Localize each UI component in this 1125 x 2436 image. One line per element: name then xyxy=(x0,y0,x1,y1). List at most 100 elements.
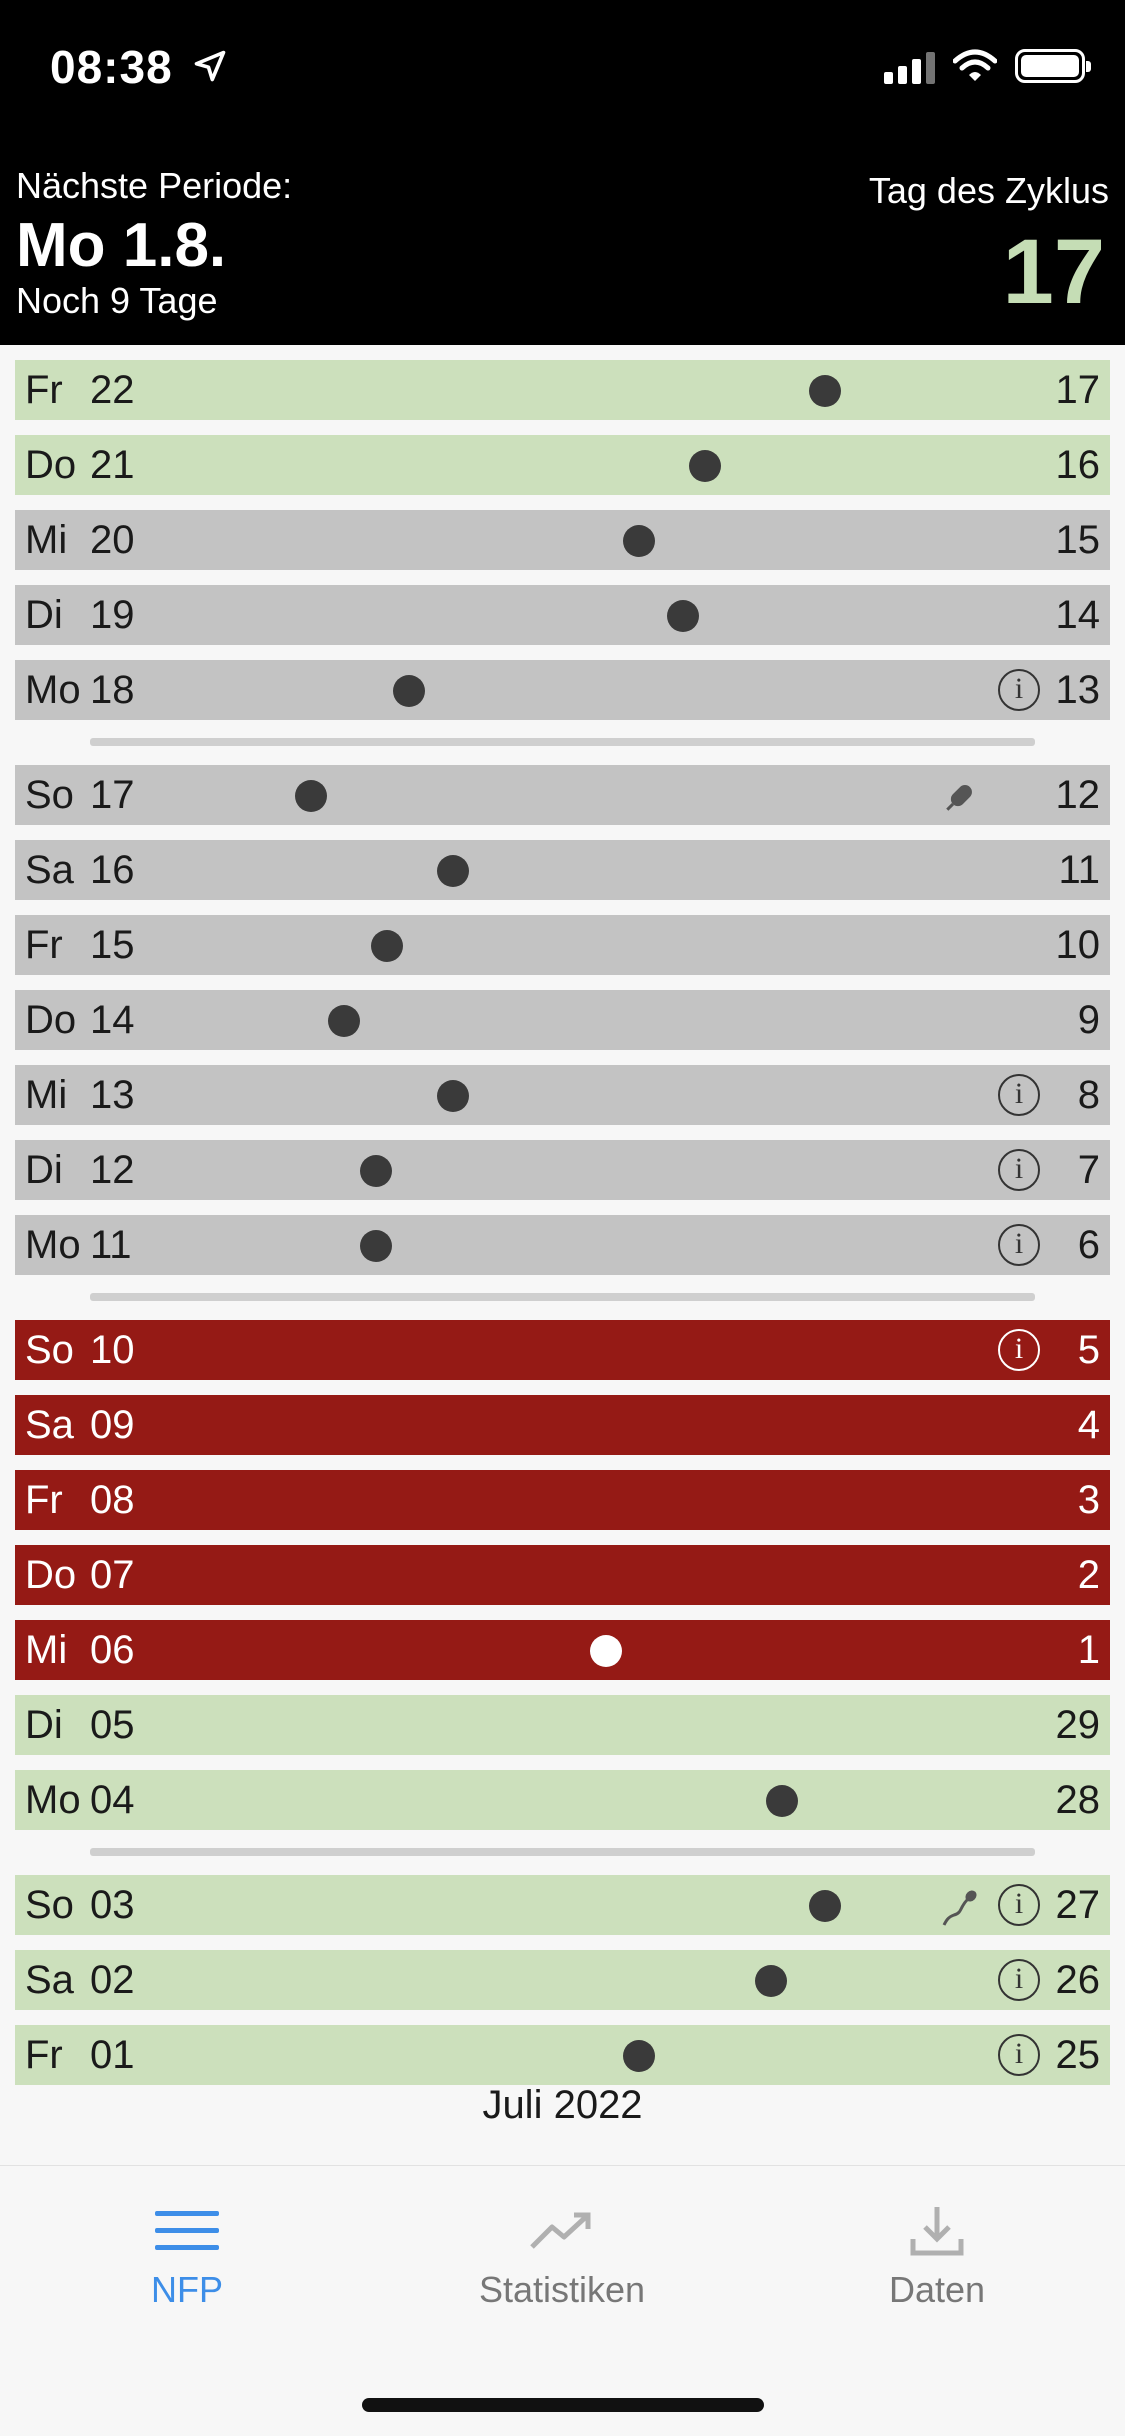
date-label: 16 xyxy=(90,848,135,892)
day-row[interactable]: So 03 i 27 xyxy=(15,1875,1110,1935)
temperature-dot xyxy=(437,1080,469,1112)
weekday-label: Di xyxy=(25,1703,63,1747)
day-row[interactable]: So 17 12 xyxy=(15,765,1110,825)
day-row[interactable]: So 10 i 5 xyxy=(15,1320,1110,1380)
day-row[interactable]: Do 21 16 xyxy=(15,435,1110,495)
date-label: 01 xyxy=(90,2033,135,2077)
day-row[interactable]: Mi 13 i 8 xyxy=(15,1065,1110,1125)
day-row[interactable]: Mo 18 i 13 xyxy=(15,660,1110,720)
date-label: 14 xyxy=(90,998,135,1042)
day-row[interactable]: Di 05 29 xyxy=(15,1695,1110,1755)
weekday-label: Di xyxy=(25,1148,63,1192)
weekday-label: Do xyxy=(25,1553,77,1597)
info-icon[interactable]: i xyxy=(998,1959,1040,2001)
tab-statistiken[interactable]: Statistiken xyxy=(422,2201,702,2311)
cycle-day-number: 29 xyxy=(1055,1703,1101,1747)
temperature-dot xyxy=(623,525,656,557)
info-icon[interactable]: i xyxy=(998,1149,1040,1191)
day-row[interactable]: Mo 11 i 6 xyxy=(15,1215,1110,1275)
weekday-label: Fr xyxy=(25,368,63,412)
day-row[interactable]: Sa 09 4 xyxy=(15,1395,1110,1455)
temperature-dot xyxy=(360,1230,393,1262)
download-icon xyxy=(910,2207,964,2256)
weekday-label: So xyxy=(25,1328,74,1372)
wifi-icon xyxy=(953,49,997,81)
day-row[interactable]: Di 19 14 xyxy=(15,585,1110,645)
day-row[interactable]: Fr 08 3 xyxy=(15,1470,1110,1530)
cycle-day-label: Tag des Zyklus xyxy=(868,170,1109,211)
temperature-dot xyxy=(623,2040,656,2072)
info-icon[interactable]: i xyxy=(998,1224,1040,1266)
day-row[interactable]: Mo 04 28 xyxy=(15,1770,1110,1830)
status-time: 08:38 xyxy=(50,41,173,93)
tab-bar: NFP Statistiken Daten xyxy=(0,2165,1125,2436)
battery-icon xyxy=(1015,49,1091,83)
date-label: 19 xyxy=(90,593,135,637)
info-icon[interactable]: i xyxy=(998,1074,1040,1116)
cycle-day-number: 28 xyxy=(1055,1778,1101,1822)
cycle-day-number: 15 xyxy=(1055,518,1101,562)
day-row[interactable]: Fr 22 17 xyxy=(15,360,1110,420)
day-row[interactable]: Mi 06 1 xyxy=(15,1620,1110,1680)
next-period-remaining: Noch 9 Tage xyxy=(16,280,218,321)
cycle-day-number: 8 xyxy=(1077,1073,1100,1117)
weekday-label: Mo xyxy=(25,1223,81,1267)
home-indicator[interactable] xyxy=(362,2398,764,2412)
temperature-dot xyxy=(327,1005,360,1037)
cycle-day-list[interactable]: Fr 22 17 Do 21 16 Mi 20 15 Di 19 14 Mo 18 i 13 So 17 12 Sa 1… xyxy=(0,345,1125,2165)
week-separator xyxy=(90,738,1035,746)
day-row[interactable]: Sa 16 11 xyxy=(15,840,1110,900)
info-icon[interactable]: i xyxy=(998,1329,1040,1371)
date-label: 11 xyxy=(90,1223,132,1267)
weekday-label: Mi xyxy=(25,1628,68,1672)
weekday-label: Mi xyxy=(25,518,68,562)
date-label: 02 xyxy=(90,1958,135,2002)
info-icon[interactable]: i xyxy=(998,2034,1040,2076)
temperature-dot xyxy=(765,1785,798,1817)
day-row[interactable]: Do 14 9 xyxy=(15,990,1110,1050)
day-row[interactable]: Mi 20 15 xyxy=(15,510,1110,570)
cycle-day-number: 25 xyxy=(1055,2033,1101,2077)
day-row[interactable]: Do 07 2 xyxy=(15,1545,1110,1605)
day-row[interactable]: Fr 01 i 25 xyxy=(15,2025,1110,2085)
date-label: 22 xyxy=(90,368,135,412)
cycle-day-number: 27 xyxy=(1055,1883,1101,1927)
tab-daten[interactable]: Daten xyxy=(797,2201,1077,2311)
cycle-day-number: 13 xyxy=(1055,668,1101,712)
info-icon[interactable]: i xyxy=(998,669,1040,711)
date-label: 12 xyxy=(90,1148,135,1192)
cycle-day-number: 14 xyxy=(1055,593,1101,637)
cycle-day-number: 5 xyxy=(1077,1328,1100,1372)
weekday-label: Mi xyxy=(25,1073,68,1117)
tab-nfp[interactable]: NFP xyxy=(47,2201,327,2311)
cycle-day-number: 17 xyxy=(1055,368,1101,412)
date-label: 03 xyxy=(90,1883,135,1927)
weekday-label: Mo xyxy=(25,668,81,712)
info-icon[interactable]: i xyxy=(998,1884,1040,1926)
day-row[interactable]: Fr 15 10 xyxy=(15,915,1110,975)
date-label: 09 xyxy=(90,1403,135,1447)
cycle-day-number: 1 xyxy=(1077,1628,1100,1672)
tab-statistiken-label: Statistiken xyxy=(478,2269,646,2310)
temperature-dot xyxy=(437,855,469,887)
date-label: 13 xyxy=(90,1073,135,1117)
tab-nfp-label: NFP xyxy=(151,2269,223,2310)
weekday-label: Do xyxy=(25,998,77,1042)
week-separator xyxy=(90,1848,1035,1856)
date-label: 20 xyxy=(90,518,135,562)
day-row[interactable]: Di 12 i 7 xyxy=(15,1140,1110,1200)
temperature-dot xyxy=(360,1155,393,1187)
date-label: 21 xyxy=(90,443,135,487)
cycle-day-number: 12 xyxy=(1055,773,1101,817)
header: 08:38 Nächste Periode: Mo 1.8. Noch 9 Ta… xyxy=(0,0,1125,345)
temperature-dot xyxy=(754,1965,787,1997)
date-label: 05 xyxy=(90,1703,135,1747)
signal-icon xyxy=(884,48,935,84)
temperature-dot xyxy=(294,780,327,812)
temperature-dot xyxy=(393,675,426,707)
week-separator xyxy=(90,1293,1035,1301)
weekday-label: Sa xyxy=(25,1403,74,1447)
day-row[interactable]: Sa 02 i 26 xyxy=(15,1950,1110,2010)
date-label: 17 xyxy=(90,773,135,817)
weekday-label: Fr xyxy=(25,923,63,967)
